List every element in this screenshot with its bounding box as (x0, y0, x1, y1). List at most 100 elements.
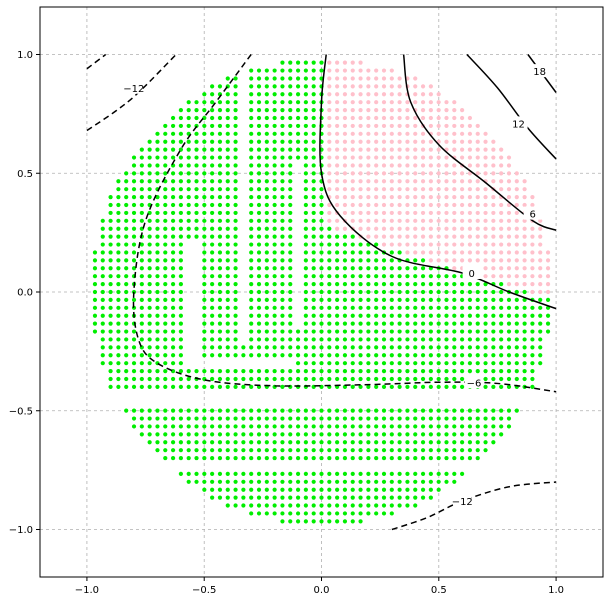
point-pink (397, 163, 402, 168)
point-green (358, 305, 363, 310)
point-green (225, 107, 230, 113)
point-green (147, 266, 152, 271)
point-pink (335, 187, 340, 192)
point-green (131, 250, 137, 255)
point-green (374, 297, 379, 303)
point-green (413, 487, 418, 492)
point-green (100, 226, 105, 231)
point-green (358, 368, 363, 374)
point-pink (405, 210, 410, 216)
point-pink (327, 100, 332, 105)
point-green (264, 440, 269, 445)
point-green (475, 432, 480, 437)
point-green (210, 471, 215, 477)
point-green (295, 139, 301, 144)
point-green (186, 455, 191, 461)
point-green (272, 100, 277, 105)
point-green (397, 432, 402, 437)
point-green (350, 266, 355, 271)
point-green (499, 297, 504, 303)
point-green (131, 179, 137, 184)
point-green (475, 440, 480, 445)
point-pink (374, 84, 379, 89)
point-green (100, 353, 105, 358)
point-green (303, 368, 308, 374)
point-green (256, 495, 262, 500)
point-green (272, 503, 277, 508)
point-green (389, 511, 394, 516)
point-green (249, 448, 254, 453)
point-green (256, 455, 262, 461)
point-green (405, 353, 410, 358)
point-green (272, 266, 277, 271)
point-pink (358, 194, 363, 200)
point-pink (514, 194, 519, 200)
point-green (397, 408, 402, 413)
point-green (225, 440, 230, 445)
point-green (249, 495, 254, 500)
point-green (288, 416, 293, 421)
point-green (233, 107, 238, 113)
point-green (319, 416, 324, 421)
point-pink (381, 107, 387, 113)
point-pink (538, 281, 543, 287)
point-green (530, 345, 535, 350)
point-green (131, 345, 137, 350)
point-green (217, 171, 223, 176)
point-pink (397, 218, 402, 223)
point-green (335, 313, 340, 318)
point-pink (444, 218, 449, 223)
point-green (327, 448, 332, 453)
point-green (264, 274, 269, 279)
point-pink (499, 226, 504, 231)
point-green (256, 147, 262, 152)
point-green (460, 384, 465, 390)
point-green (436, 361, 441, 366)
point-green (147, 313, 152, 318)
point-green (170, 424, 176, 429)
point-green (155, 258, 160, 263)
point-green (420, 487, 426, 492)
point-green (264, 345, 269, 350)
point-green (491, 440, 496, 445)
point-green (155, 210, 160, 216)
point-green (147, 408, 152, 413)
point-green (210, 313, 215, 318)
point-green (506, 305, 512, 310)
point-green (335, 242, 340, 247)
point-green (319, 408, 324, 413)
point-pink (350, 115, 355, 121)
point-green (170, 408, 176, 413)
point-green (311, 242, 316, 247)
point-green (452, 440, 457, 445)
point-green (295, 376, 301, 382)
point-green (116, 289, 121, 295)
point-green (452, 345, 457, 350)
point-green (217, 313, 223, 318)
point-green (210, 289, 215, 295)
point-green (420, 361, 426, 366)
point-pink (452, 163, 457, 168)
point-green (256, 289, 262, 295)
point-pink (413, 92, 418, 97)
point-green (444, 313, 449, 318)
point-pink (428, 210, 433, 216)
point-green (413, 384, 418, 390)
point-green (194, 107, 199, 113)
point-pink (452, 187, 457, 192)
point-green (202, 424, 207, 429)
point-pink (413, 100, 418, 105)
point-pink (389, 68, 394, 73)
point-green (374, 440, 379, 445)
point-green (342, 313, 348, 318)
point-green (374, 408, 379, 413)
point-green (303, 226, 308, 231)
point-green (163, 361, 168, 366)
point-green (163, 274, 168, 279)
point-green (358, 266, 363, 271)
point-pink (475, 163, 480, 168)
point-green (108, 210, 113, 216)
point-green (178, 297, 183, 303)
point-green (319, 440, 324, 445)
point-green (319, 274, 324, 279)
